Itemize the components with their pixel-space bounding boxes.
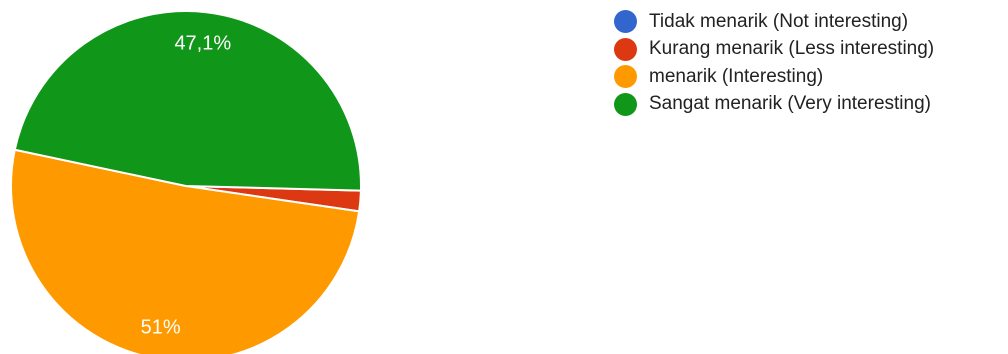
legend-item: Tidak menarik (Not interesting): [614, 8, 934, 36]
slice-value-label: 51%: [141, 316, 181, 338]
legend-item: Kurang menarik (Less interesting): [614, 36, 934, 64]
legend-label: Tidak menarik (Not interesting): [649, 10, 909, 32]
legend-label: Kurang menarik (Less interesting): [649, 38, 935, 60]
pie-slice-labels: 51% 47,1%: [141, 33, 232, 339]
legend-color-dot: [614, 10, 637, 34]
slice-value-label: 47,1%: [174, 33, 231, 55]
legend-color-dot: [614, 65, 637, 89]
pie-slice-4: [13, 10, 362, 192]
legend-color-dot: [614, 37, 637, 61]
pie-slice-3: [10, 148, 361, 354]
legend-item: menarik (Interesting): [614, 63, 934, 91]
legend-label: menarik (Interesting): [649, 65, 824, 87]
legend-label: Sangat menarik (Very interesting): [649, 93, 931, 115]
pie-slices: [10, 10, 362, 354]
chart-legend: Tidak menarik (Not interesting) Kurang me…: [614, 8, 934, 118]
legend-color-dot: [614, 92, 637, 116]
legend-item: Sangat menarik (Very interesting): [614, 91, 934, 119]
